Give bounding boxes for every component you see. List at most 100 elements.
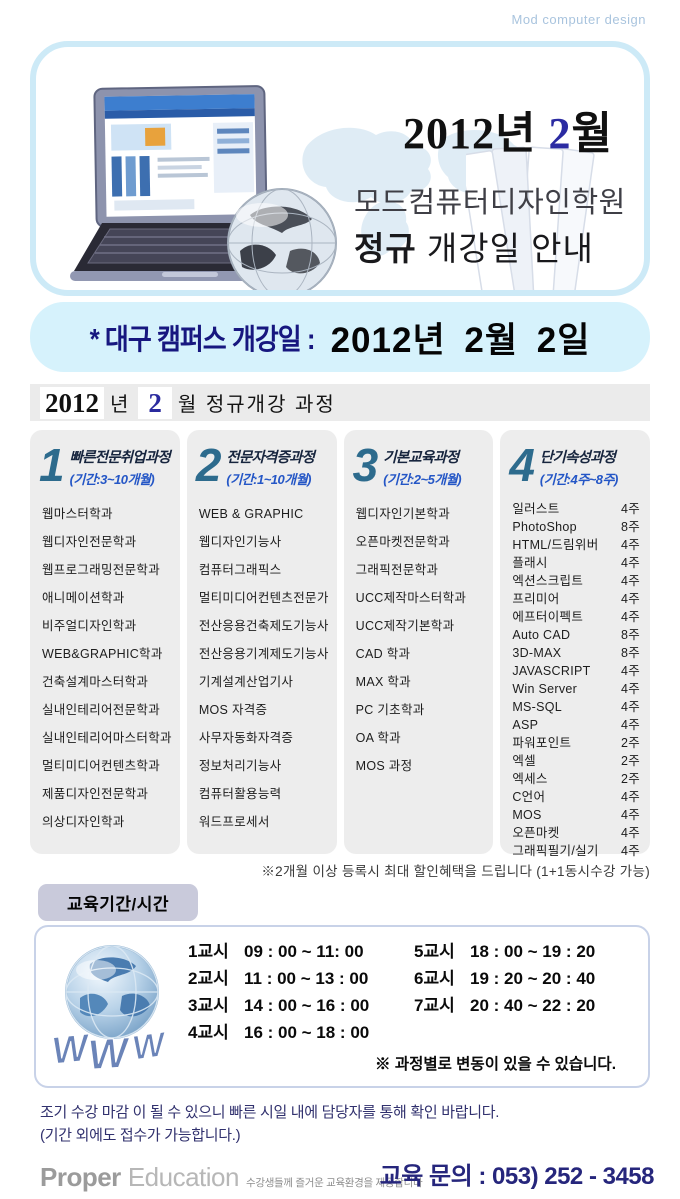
section-rest: 월 정규개강 과정 — [177, 394, 336, 416]
course-item: HTML/드림위버 4주 — [512, 536, 642, 554]
svg-text:W: W — [87, 1028, 133, 1075]
course-duration: 4주 — [620, 718, 640, 732]
course-duration: 2주 — [620, 772, 640, 786]
period-time: 11 : 00 ~ 13 : 00 — [244, 969, 369, 988]
course-item: 멀티미디어컨텐츠학과 — [42, 759, 161, 773]
course-item: 실내인테리어마스터학과 — [42, 731, 172, 745]
course-item: 웹디자인기능사 — [198, 535, 282, 549]
schedule-box: W W W 1교시 09 : 00 ~ 11: 00 2교시 11 : 00 ~… — [34, 925, 650, 1088]
header-month: 2 — [548, 109, 572, 158]
course-item: 웹프로그래밍전문학과 — [42, 563, 161, 577]
column-title: 전문자격증과정 — [226, 450, 315, 466]
course-item: MOS 자격증 — [198, 703, 268, 717]
course-list: 일러스트 4주 PhotoShop 8주 HTML/드림위버 4주 플래시 4주… — [509, 500, 642, 860]
class-period-row: 2교시 11 : 00 ~ 13 : 00 — [188, 965, 369, 992]
course-name: 그래픽필기/실기 — [512, 844, 599, 858]
header-wol: 월 — [571, 109, 613, 158]
course-item: WEB & GRAPHIC — [198, 507, 304, 521]
column-header: 3 기본교육과정 (기간:2~5개월) — [353, 442, 486, 488]
course-item: MS-SQL 4주 — [512, 698, 642, 716]
class-period-row: 5교시 18 : 00 ~ 19 : 20 — [414, 938, 595, 965]
course-item: 실내인테리어전문학과 — [42, 703, 161, 717]
course-name: 엑셀 — [512, 754, 536, 768]
course-name: PhotoShop — [512, 520, 577, 534]
period-time: 19 : 20 ~ 20 : 40 — [470, 969, 596, 988]
course-item: 웹디자인기본학과 — [355, 507, 451, 521]
section-nyeon: 년 — [110, 394, 131, 416]
section-title-bar: 2012 년 2 월 정규개강 과정 — [30, 384, 650, 421]
course-item: 일러스트 4주 — [512, 500, 642, 518]
course-name: 일러스트 — [512, 502, 560, 516]
column-period: (기간:3~10개월) — [69, 472, 155, 487]
column-period: (기간:2~5개월) — [383, 472, 462, 487]
period-label: 1교시 — [188, 942, 229, 961]
schedule-note: ※ 과정별로 변동이 있을 수 있습니다. — [375, 1056, 616, 1073]
brand-text: Mod computer design — [511, 12, 646, 27]
course-item: 컴퓨터그래픽스 — [198, 563, 282, 577]
course-item: 플래시 4주 — [512, 554, 642, 572]
course-duration: 4주 — [620, 826, 640, 840]
column-title: 기본교육과정 — [383, 450, 459, 466]
period-label: 6교시 — [414, 969, 455, 988]
course-item: 전산응용건축제도기능사 — [198, 619, 329, 633]
schedule-right-column: 5교시 18 : 00 ~ 19 : 20 6교시 19 : 20 ~ 20 :… — [414, 938, 595, 1019]
course-item: MOS 과정 — [355, 759, 413, 773]
schedule-left-column: 1교시 09 : 00 ~ 11: 00 2교시 11 : 00 ~ 13 : … — [188, 938, 369, 1046]
course-item: MOS 4주 — [512, 806, 642, 824]
course-name: JAVASCRIPT — [512, 664, 591, 678]
period-time: 20 : 40 ~ 22 : 20 — [470, 996, 596, 1015]
course-item: 기계설계산업기사 — [198, 675, 294, 689]
course-duration: 4주 — [620, 610, 640, 624]
class-period-row: 7교시 20 : 40 ~ 22 : 20 — [414, 992, 595, 1019]
course-name: 에프터이펙트 — [512, 610, 584, 624]
course-duration: 8주 — [620, 520, 640, 534]
course-item: 에프터이펙트 4주 — [512, 608, 642, 626]
course-item: 애니메이션학과 — [42, 591, 125, 605]
course-duration: 4주 — [620, 664, 640, 678]
course-item: 건축설계마스터학과 — [42, 675, 149, 689]
course-item: 엑션스크립트 4주 — [512, 572, 642, 590]
discount-note: ※2개월 이상 등록시 최대 할인혜택을 드립니다 (1+1동시수강 가능) — [261, 864, 650, 879]
course-duration: 4주 — [620, 538, 640, 552]
course-item: UCC제작마스터학과 — [355, 591, 467, 605]
laptop-globe-image — [70, 85, 337, 290]
course-item: PhotoShop 8주 — [512, 518, 642, 536]
column-basic-education: 3 기본교육과정 (기간:2~5개월) 웹디자인기본학과 오픈마켓전문학과 그래픽전… — [343, 430, 494, 854]
header-regular: 정규 — [354, 230, 417, 267]
course-list: 웹디자인기본학과 오픈마켓전문학과 그래픽전문학과 UCC제작마스터학과 UCC제작기본… — [353, 500, 486, 780]
course-duration: 4주 — [620, 844, 640, 858]
course-duration: 8주 — [620, 646, 640, 660]
course-duration: 2주 — [620, 736, 640, 750]
course-columns: 1 빠른전문취업과정 (기간:3~10개월) 웹마스터학과 웹디자인전문학과 웹프로… — [30, 430, 650, 858]
course-name: 엑세스 — [512, 772, 548, 786]
footer-notice-line1: 조기 수강 마감 이 될 수 있으니 빠른 시일 내에 담당자를 통해 확인 바… — [40, 1104, 500, 1121]
course-item: OA 학과 — [355, 731, 401, 745]
course-item: MAX 학과 — [355, 675, 411, 689]
course-item: 파워포인트 2주 — [512, 734, 642, 752]
academy-name: 모드컴퓨터디자인학원 — [354, 187, 626, 219]
course-duration: 4주 — [620, 790, 640, 804]
course-item: ASP 4주 — [512, 716, 642, 734]
course-duration: 4주 — [620, 556, 640, 570]
course-item: C언어 4주 — [512, 788, 642, 806]
campus-opening-banner: * 대구 캠퍼스 개강일 : 2012년 2월 2일 — [30, 302, 650, 372]
course-item: Win Server 4주 — [512, 680, 642, 698]
course-name: Auto CAD — [512, 628, 571, 642]
column-number: 3 — [352, 439, 379, 491]
course-name: C언어 — [512, 790, 546, 804]
column-header: 1 빠른전문취업과정 (기간:3~10개월) — [39, 442, 172, 488]
proper-education-logo: Proper Education 수강생들께 즐거운 교육환경을 제공합니다 — [40, 1162, 423, 1193]
column-short-intensive: 4 단기속성과정 (기간:4주~8주) 일러스트 4주 PhotoShop 8주… — [500, 430, 650, 858]
logo-light: Education — [127, 1162, 240, 1192]
course-item: 멀티미디어컨텐츠전문가 — [198, 591, 329, 605]
course-name: Win Server — [512, 682, 578, 696]
column-certification: 2 전문자격증과정 (기간:1~10개월) WEB & GRAPHIC 웹디자인기… — [186, 430, 337, 854]
column-fast-employment: 1 빠른전문취업과정 (기간:3~10개월) 웹마스터학과 웹디자인전문학과 웹프로… — [30, 430, 180, 854]
fan-pages-graphic — [466, 146, 595, 290]
course-item: 정보처리기능사 — [198, 759, 282, 773]
schedule-title-pill: 교육기간/시간 — [38, 884, 198, 921]
course-duration: 4주 — [620, 808, 640, 822]
section-month-chip: 2 — [138, 386, 172, 419]
period-time: 18 : 00 ~ 19 : 20 — [470, 942, 596, 961]
